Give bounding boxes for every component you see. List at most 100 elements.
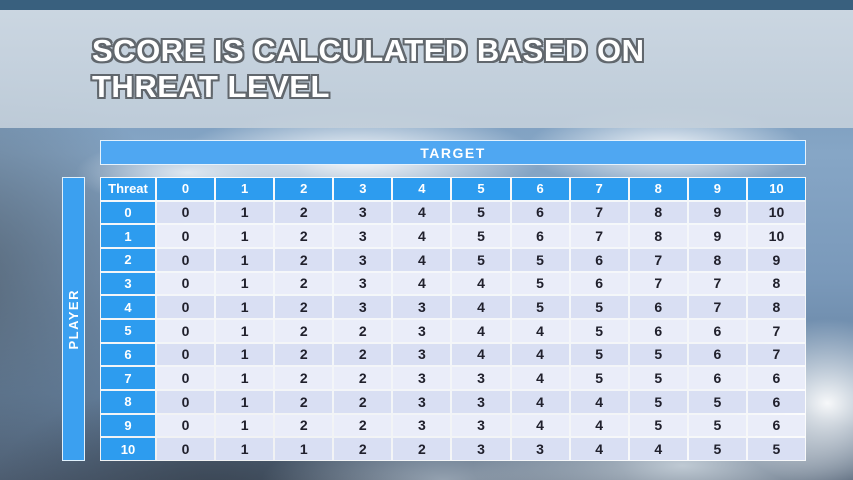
score-cell: 3 [452,414,510,437]
row-header-cell: 1 [101,225,155,247]
score-cell: 7 [570,201,628,224]
score-cell: 9 [747,248,805,271]
score-cell: 2 [334,343,392,366]
score-cell: 4 [393,225,451,247]
player-axis-label: PLAYER [66,288,81,350]
score-table: Threat 0 1 2 3 4 5 6 7 8 9 10 0 0 1 2 3 4 5 6 7 8 9 10 1 0 1 2 3 4 5 6 7… [100,177,806,461]
score-cell: 6 [570,272,628,295]
title-band [0,10,853,128]
column-header-cell: 1 [216,178,274,200]
score-cell: 3 [334,248,392,271]
score-cell: 5 [570,296,628,318]
score-cell: 0 [157,225,215,247]
score-cell: 8 [629,225,687,247]
player-axis-bar: PLAYER [62,177,85,461]
score-cell: 2 [334,438,392,460]
column-header-cell: 0 [157,178,215,200]
score-cell: 4 [629,438,687,460]
score-cell: 5 [629,367,687,389]
row-header-cell: 3 [101,272,155,295]
score-cell: 4 [511,414,569,437]
score-cell: 3 [452,390,510,413]
score-cell: 2 [275,201,333,224]
score-cell: 1 [216,438,274,460]
score-cell: 6 [511,201,569,224]
score-cell: 0 [157,390,215,413]
score-cell: 4 [570,390,628,413]
score-cell: 3 [393,319,451,342]
score-cell: 1 [216,201,274,224]
score-cell: 2 [334,414,392,437]
score-cell: 2 [275,319,333,342]
score-cell: 1 [216,414,274,437]
score-cell: 5 [511,248,569,271]
score-cell: 0 [157,296,215,318]
score-cell: 5 [570,343,628,366]
score-cell: 5 [688,414,746,437]
score-cell: 5 [629,390,687,413]
score-cell: 5 [629,414,687,437]
row-header-cell: 2 [101,248,155,271]
score-cell: 4 [452,319,510,342]
row-header-cell: 9 [101,414,155,437]
score-cell: 2 [275,272,333,295]
score-cell: 4 [452,343,510,366]
score-cell: 3 [452,367,510,389]
score-cell: 2 [393,438,451,460]
row-header-cell: 8 [101,390,155,413]
score-cell: 3 [334,225,392,247]
score-cell: 4 [452,272,510,295]
row-header-cell: 6 [101,343,155,366]
score-cell: 0 [157,319,215,342]
title-line-1: SCORE IS CALCULATED BASED ON [92,33,645,68]
score-cell: 7 [629,248,687,271]
score-cell: 5 [688,438,746,460]
score-cell: 8 [629,201,687,224]
score-cell: 2 [275,390,333,413]
score-cell: 4 [393,272,451,295]
score-cell: 5 [570,319,628,342]
score-cell: 0 [157,438,215,460]
score-cell: 2 [334,390,392,413]
score-cell: 7 [747,343,805,366]
score-cell: 6 [747,414,805,437]
score-cell: 1 [216,343,274,366]
score-cell: 6 [688,343,746,366]
score-cell: 0 [157,201,215,224]
score-cell: 0 [157,248,215,271]
score-cell: 4 [393,201,451,224]
score-cell: 5 [511,272,569,295]
score-cell: 5 [452,225,510,247]
score-cell: 4 [511,367,569,389]
score-cell: 5 [747,438,805,460]
score-cell: 4 [393,248,451,271]
column-header-cell: 4 [393,178,451,200]
score-cell: 5 [511,296,569,318]
title-line-2: THREAT LEVEL [92,69,330,104]
score-cell: 0 [157,367,215,389]
column-header-cell: 9 [688,178,746,200]
score-cell: 3 [393,343,451,366]
score-cell: 5 [629,343,687,366]
target-axis-bar: TARGET [100,140,806,165]
score-cell: 6 [747,367,805,389]
score-cell: 2 [334,319,392,342]
score-cell: 2 [275,248,333,271]
column-header-cell: 7 [570,178,628,200]
score-cell: 3 [334,272,392,295]
score-cell: 2 [334,367,392,389]
score-cell: 4 [570,438,628,460]
score-cell: 6 [688,367,746,389]
score-cell: 2 [275,367,333,389]
row-header-cell: 7 [101,367,155,389]
score-cell: 4 [511,343,569,366]
score-cell: 2 [275,296,333,318]
score-cell: 1 [216,319,274,342]
column-header-cell: 3 [334,178,392,200]
score-cell: 6 [511,225,569,247]
score-cell: 1 [275,438,333,460]
score-cell: 1 [216,272,274,295]
score-cell: 3 [393,390,451,413]
score-cell: 4 [452,296,510,318]
score-cell: 4 [511,390,569,413]
